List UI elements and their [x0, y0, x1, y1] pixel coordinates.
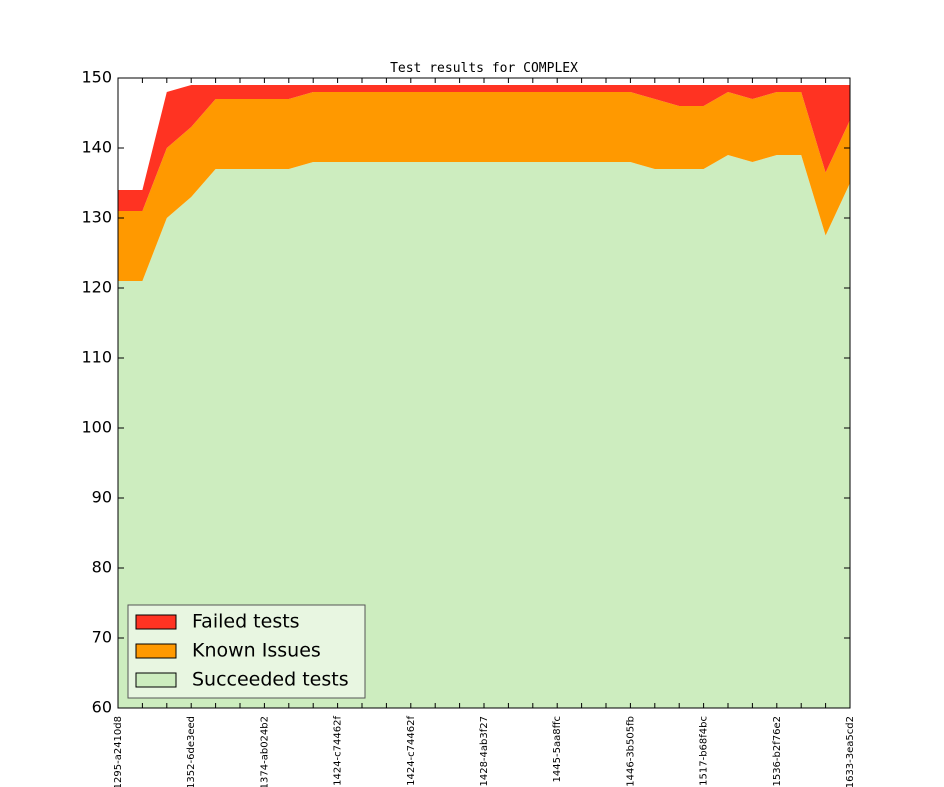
x-tick-label: 1536-b2f76e2	[772, 716, 783, 787]
legend-label: Succeeded tests	[192, 669, 349, 691]
x-tick-label: 1424-c74462f	[406, 716, 417, 786]
area	[118, 155, 850, 708]
x-tick-label: 1374-ab024b2	[259, 716, 270, 787]
chart-title: Test results for COMPLEX	[390, 61, 578, 76]
x-tick-label: 1424-c74462f	[333, 716, 344, 786]
x-tick-label: 1295-a2410d8	[113, 716, 124, 787]
legend-swatch	[135, 672, 177, 688]
legend-swatch	[135, 643, 177, 659]
legend-label: Failed tests	[192, 611, 300, 633]
y-tick-label: 100	[81, 418, 112, 437]
y-tick-label: 60	[92, 698, 112, 717]
y-tick-label: 90	[92, 488, 112, 507]
x-tick-label: 1428-4ab3f27	[479, 716, 490, 787]
y-tick-label: 150	[81, 68, 112, 87]
y-tick-label: 80	[92, 558, 112, 577]
area	[118, 85, 850, 211]
plot-areas	[118, 85, 850, 708]
y-tick-label: 130	[81, 208, 112, 227]
y-tick-label: 70	[92, 628, 112, 647]
x-tick-label: 1633-3ea5cd2	[845, 716, 856, 787]
legend-swatch	[135, 614, 177, 630]
area	[118, 92, 850, 281]
y-tick-label: 140	[81, 138, 112, 157]
x-tick-label: 1446-3b505fb	[625, 716, 636, 787]
x-tick-label: 1352-6de3eed	[186, 716, 197, 787]
x-tick-label: 1445-5aa8ffc	[552, 716, 563, 782]
y-tick-label: 110	[81, 348, 112, 367]
legend-label: Known Issues	[192, 640, 321, 662]
x-tick-label: 1517-b68f4bc	[699, 716, 710, 786]
y-tick-label: 120	[81, 278, 112, 297]
